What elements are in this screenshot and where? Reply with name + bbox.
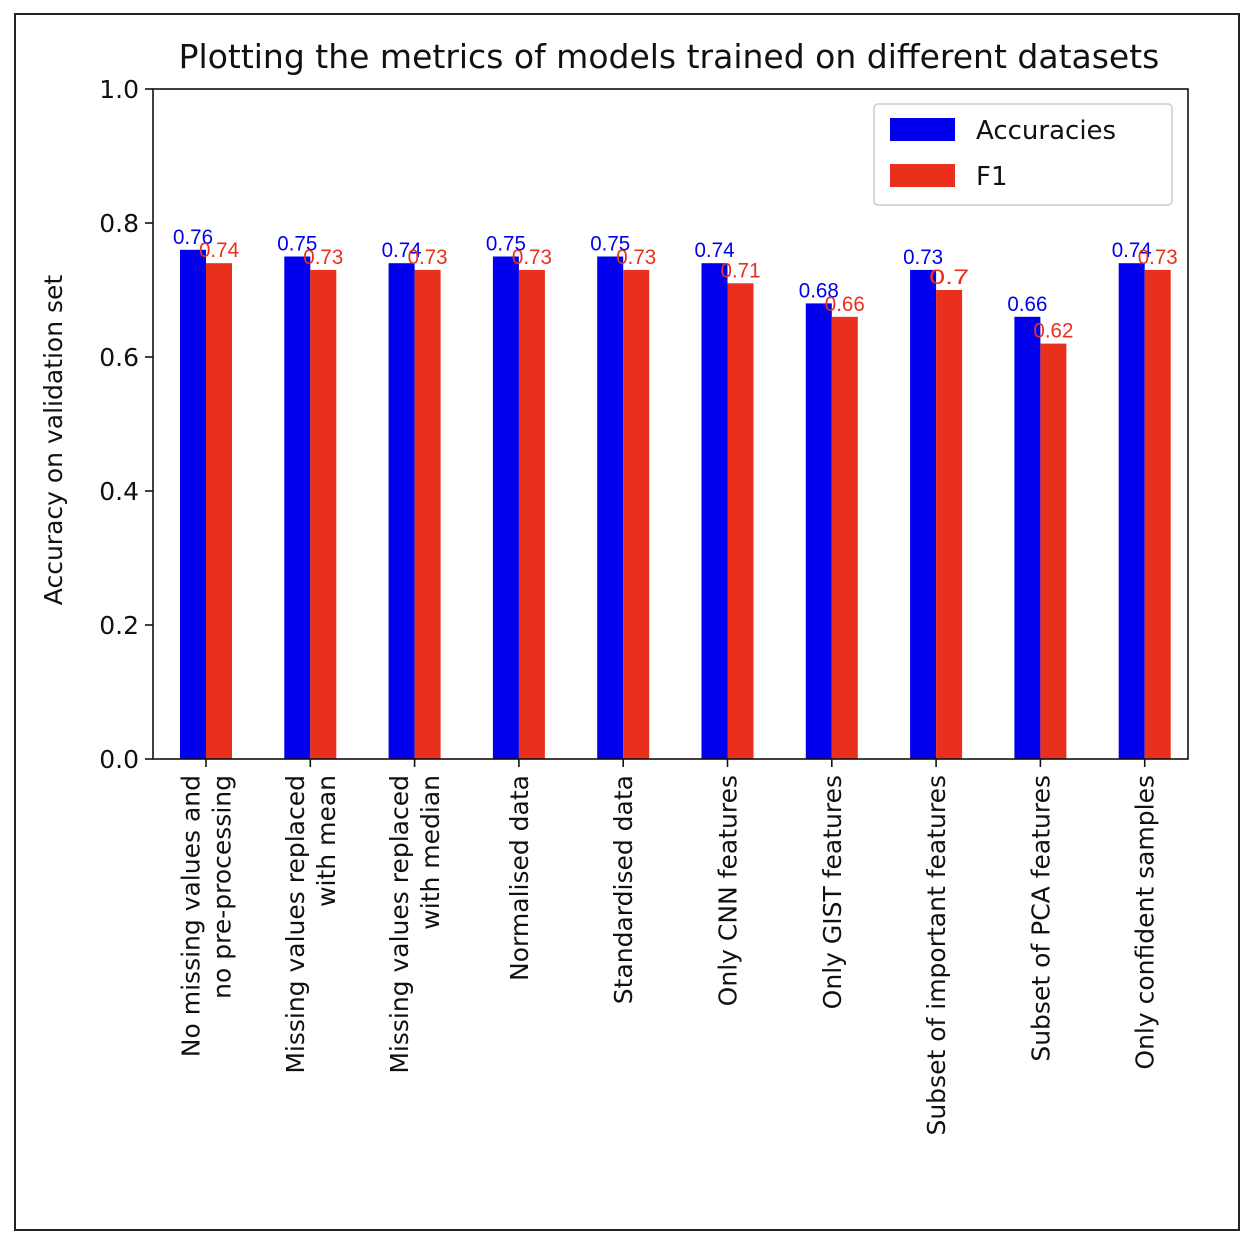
value-label-accuracies-9: 0.66 <box>1007 293 1047 316</box>
bar-accuracies-3 <box>388 263 415 759</box>
value-label-accuracies-5: 0.75 <box>590 233 630 256</box>
bar-accuracies-5 <box>597 256 624 759</box>
x-axis-ticks: No missing values and no pre-processing Mi… <box>177 759 1160 1136</box>
x-tick-label-7: Only GIST features <box>818 775 847 1009</box>
bar-accuracies-2 <box>284 256 311 759</box>
bar-f1-5 <box>623 269 650 759</box>
x-tick-label-2-line-1: Missing values replaced <box>281 775 310 1074</box>
bar-f1-7 <box>831 316 858 759</box>
bar-f1-8 <box>936 290 963 759</box>
y-tick-label-2: 0.4 <box>99 477 139 506</box>
y-tick-label-5: 1.0 <box>99 75 139 104</box>
y-axis-ticks: 0.0 0.2 0.4 0.6 0.8 1.0 <box>99 75 153 774</box>
value-label-accuracies-4: 0.75 <box>486 233 526 256</box>
x-tick-label-3-line-2: with median <box>416 775 445 930</box>
bar-accuracies-9 <box>1014 316 1041 759</box>
x-tick-label-9: Subset of PCA features <box>1026 775 1055 1062</box>
bar-accuracies-7 <box>805 303 832 759</box>
value-label-accuracies-8: 0.73 <box>903 246 943 269</box>
bar-accuracies-4 <box>492 256 519 759</box>
bar-f1-10 <box>1144 269 1171 759</box>
value-label-accuracies-3: 0.74 <box>382 239 422 262</box>
value-label-f1-2: 0.73 <box>303 246 343 269</box>
bar-accuracies-8 <box>910 269 937 759</box>
value-label-f1-8: 0.7 <box>929 266 969 289</box>
x-tick-label-2-line-2: with mean <box>312 775 341 907</box>
x-tick-label-6: Only CNN features <box>714 775 743 1006</box>
x-tick-label-3-line-1: Missing values replaced <box>385 775 414 1074</box>
bar-accuracies-6 <box>701 263 728 759</box>
value-label-f1-3: 0.73 <box>408 246 448 269</box>
value-label-accuracies-1: 0.76 <box>173 226 213 249</box>
legend-swatch-accuracies <box>890 118 955 141</box>
bar-f1-1 <box>206 263 232 759</box>
chart-title: Plotting the metrics of models trained o… <box>179 37 1160 76</box>
value-label-f1-10: 0.73 <box>1138 246 1178 269</box>
x-tick-label-8: Subset of important features <box>922 775 951 1136</box>
figure-frame: Plotting the metrics of models trained o… <box>14 13 1240 1231</box>
y-tick-label-1: 0.2 <box>99 611 139 640</box>
value-label-f1-4: 0.73 <box>512 246 552 269</box>
plot-area <box>152 88 1189 760</box>
bar-accuracies-10 <box>1118 263 1145 759</box>
bar-accuracies-1 <box>180 249 206 760</box>
bar-f1-3 <box>414 269 441 759</box>
bars-layer <box>180 249 1171 760</box>
y-tick-label-3: 0.6 <box>99 343 139 372</box>
value-label-accuracies-6: 0.74 <box>695 239 735 262</box>
legend-label-accuracies: Accuracies <box>976 116 1116 146</box>
value-labels-layer: 0.76 0.75 0.74 0.75 0.75 0.74 0.68 0.73 0.66 0.74… <box>173 226 1178 343</box>
legend-label-f1: F1 <box>976 162 1008 192</box>
value-label-accuracies-2: 0.75 <box>277 233 317 256</box>
bar-f1-6 <box>727 283 754 759</box>
y-axis-label: Accuracy on validation set <box>39 275 68 606</box>
y-tick-label-0: 0.0 <box>99 745 139 774</box>
value-label-accuracies-10: 0.74 <box>1112 239 1152 262</box>
x-tick-label-4: Normalised data <box>505 775 534 981</box>
value-label-f1-6: 0.71 <box>721 259 761 282</box>
bar-f1-9 <box>1040 343 1067 759</box>
x-tick-label-1-line-1: No missing values and <box>177 775 206 1057</box>
y-tick-label-4: 0.8 <box>99 209 139 238</box>
value-label-accuracies-7: 0.68 <box>799 279 839 302</box>
legend: Accuracies F1 <box>873 103 1173 206</box>
x-tick-label-5: Standardised data <box>609 775 638 1004</box>
x-tick-label-10: Only confident samples <box>1131 775 1160 1070</box>
value-label-f1-7: 0.66 <box>825 293 865 316</box>
value-label-f1-1: 0.74 <box>199 239 239 262</box>
value-label-f1-9: 0.62 <box>1033 320 1073 343</box>
legend-swatch-f1 <box>890 164 955 187</box>
x-tick-label-1-line-2: no pre-processing <box>208 775 237 999</box>
bar-chart: Plotting the metrics of models trained o… <box>39 37 1189 1136</box>
bar-f1-4 <box>518 269 545 759</box>
bar-f1-2 <box>310 269 337 759</box>
value-label-f1-5: 0.73 <box>616 246 656 269</box>
